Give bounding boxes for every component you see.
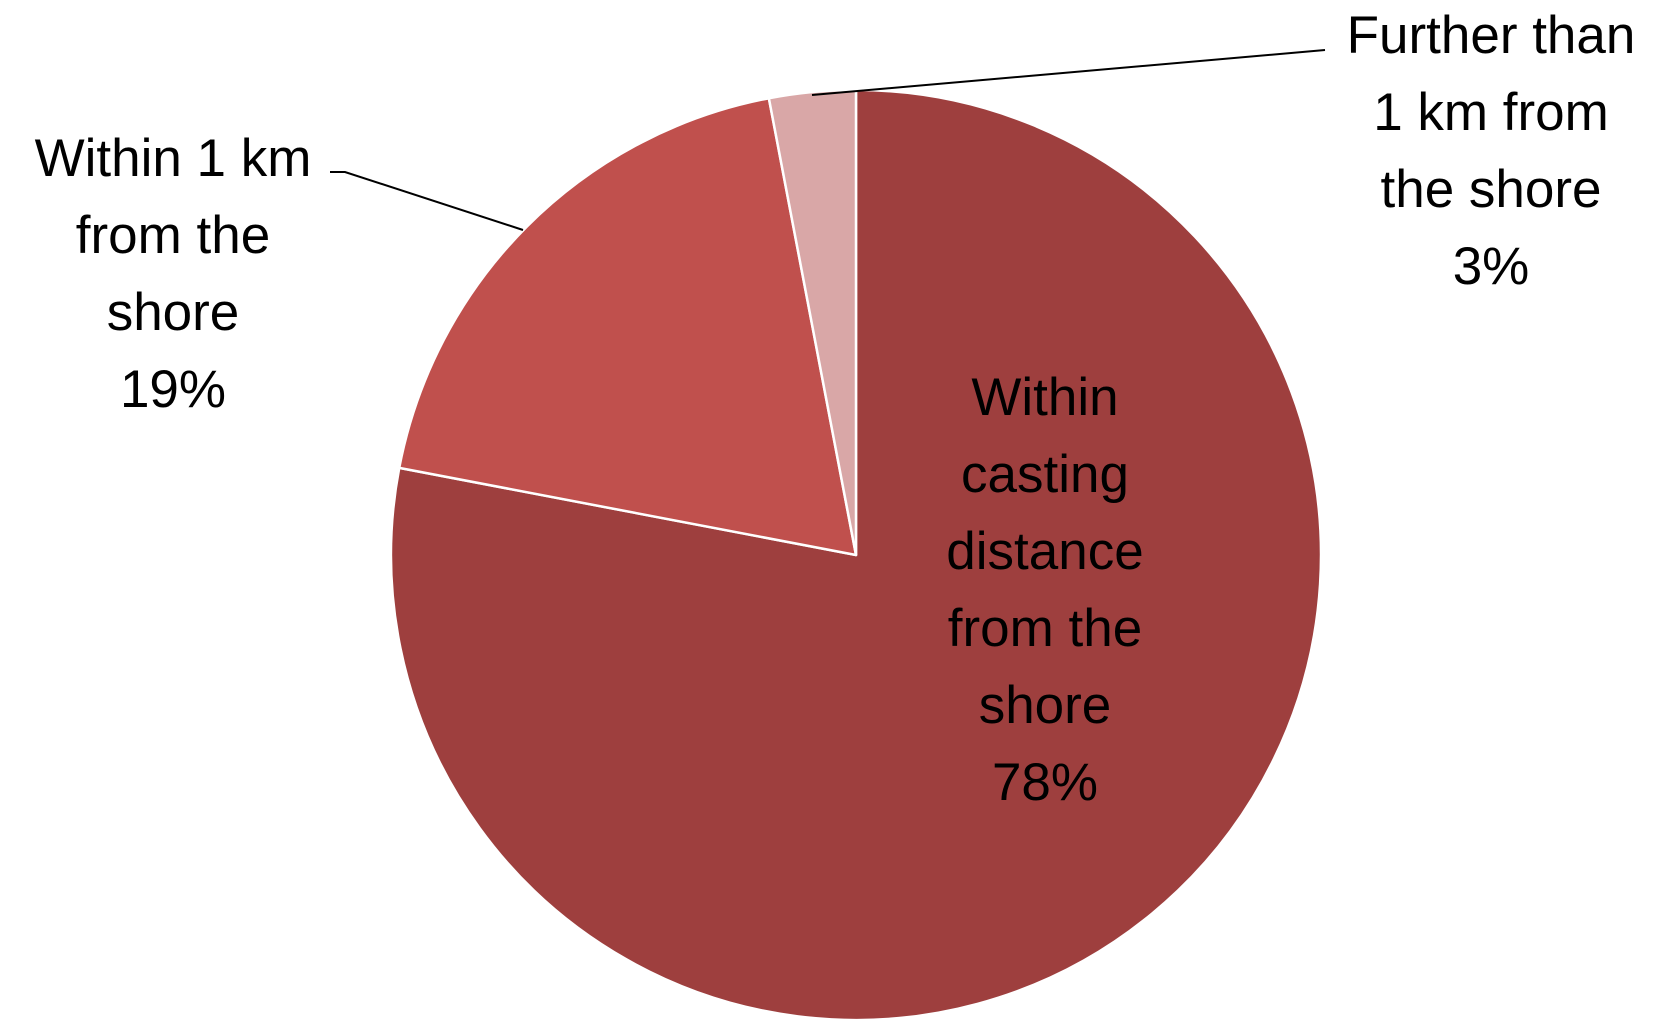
leader-lines: [330, 49, 1326, 231]
slice-label-line: casting: [961, 445, 1129, 504]
pie-slice-1: [389, 88, 1323, 1020]
pie-slice-2: [397, 96, 858, 557]
slice-label-line: Within 1 km: [35, 129, 312, 188]
slice-label-line: shore: [107, 283, 240, 342]
slice-labels: Within casting distance from the shore 78%Wit…: [35, 6, 1636, 812]
slice-percent-label: 19%: [120, 360, 226, 419]
slice-label-line: Within: [971, 368, 1118, 427]
slice-label-line: shore: [979, 676, 1112, 735]
slice-label-1: Within casting distance from the shore 78%: [946, 368, 1143, 812]
pie-slices: [389, 88, 1323, 1020]
slice-label-line: the shore: [1381, 160, 1602, 219]
slice-label-3: Further than 1 km from the shore 3%: [1347, 6, 1636, 296]
slice-label-line: distance: [946, 522, 1143, 581]
leader-line-2: [330, 171, 524, 231]
slice-label-line: 1 km from: [1373, 83, 1609, 142]
slice-label-2: Within 1 km from the shore 19%: [35, 129, 312, 419]
slice-percent-label: 3%: [1453, 237, 1530, 296]
pie-slice-3: [767, 88, 858, 557]
leader-line-3: [811, 49, 1326, 96]
slice-percent-label: 78%: [992, 753, 1098, 812]
slice-label-line: Further than: [1347, 6, 1636, 65]
slice-label-line: from the: [76, 206, 270, 265]
slice-label-line: from the: [948, 599, 1142, 658]
